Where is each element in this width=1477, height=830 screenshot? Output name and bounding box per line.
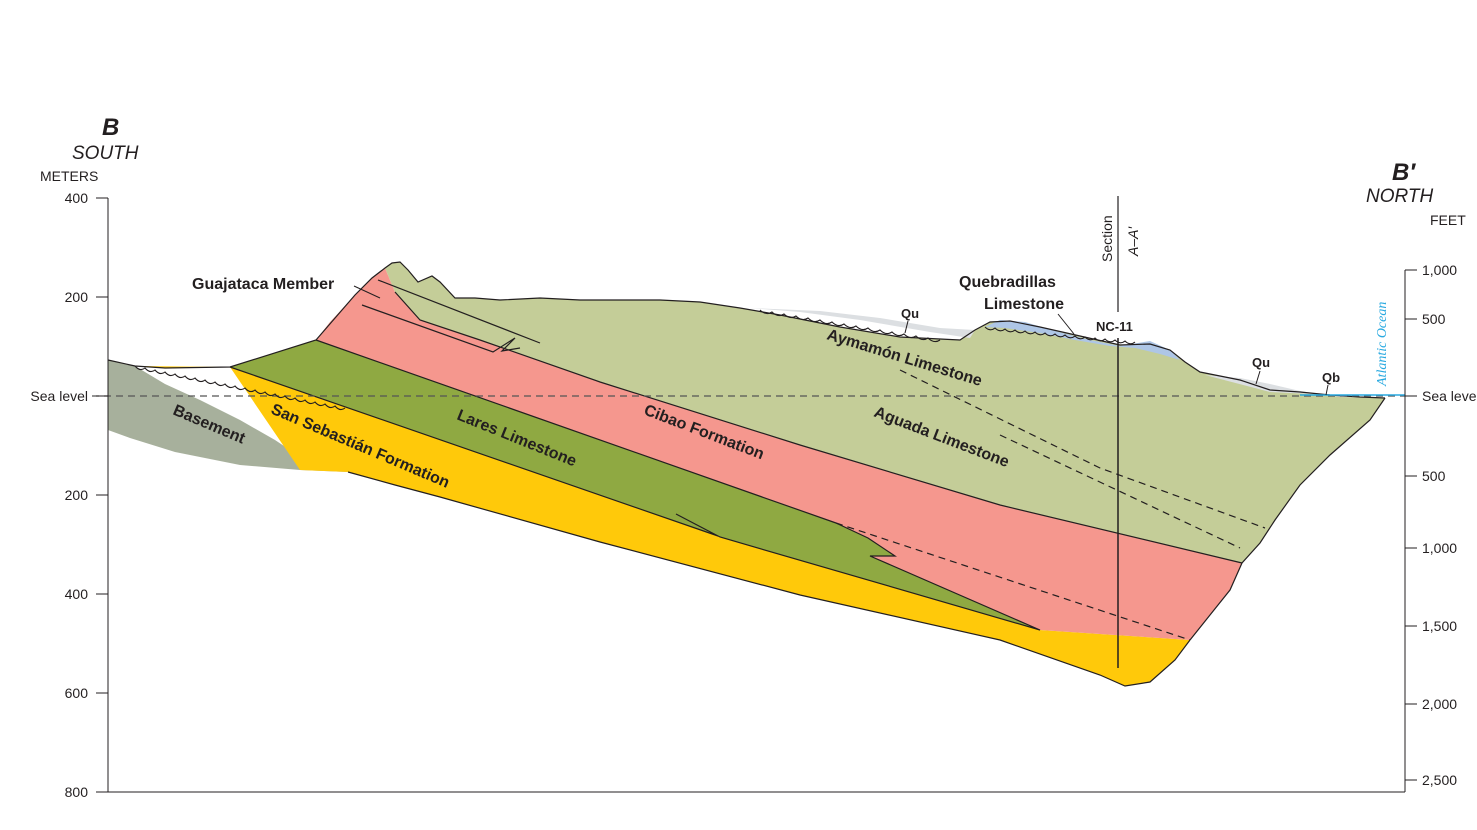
- cibao-unit: [316, 268, 1242, 640]
- well-label: NC-11: [1096, 319, 1133, 334]
- quebradillas-label-2: Limestone: [984, 296, 1064, 313]
- left-tick-6: 800: [65, 784, 89, 800]
- right-tick-4: 1,000: [1422, 540, 1457, 556]
- qb-leader: [1325, 384, 1329, 396]
- qu-deposit-2: [1205, 375, 1385, 398]
- ground-surface: [107, 261, 1386, 399]
- right-axis-unit: FEET: [1430, 212, 1466, 228]
- quebradillas-unit: [985, 320, 1180, 360]
- left-tick-3: 200: [65, 487, 89, 503]
- quebradillas-label-1: Quebradillas: [959, 274, 1056, 291]
- qu-label-1: Qu: [901, 306, 919, 321]
- section-label: Section: [1099, 215, 1115, 262]
- left-end-direction: SOUTH: [72, 143, 139, 164]
- contact-lines: [107, 261, 1386, 687]
- unconformity-quebradillas: [984, 326, 1136, 345]
- left-tick-5: 600: [65, 685, 89, 701]
- left-tick-1: 200: [65, 289, 89, 305]
- guajataca-line-2: [361, 304, 521, 353]
- eastern-boundary: [1189, 397, 1386, 641]
- guajataca-leader: [353, 285, 381, 299]
- unconformity-aymamon: [759, 309, 941, 343]
- aymamon-aguada-unit: [385, 262, 1385, 563]
- left-axis-unit: METERS: [40, 168, 98, 184]
- left-end-letter: B: [102, 114, 119, 141]
- base-san-sebastian: [347, 471, 1191, 687]
- contact-aguada-cibao: [394, 291, 1243, 564]
- right-end-letter: B′: [1392, 159, 1416, 186]
- right-axis: [1404, 269, 1417, 792]
- right-tick-2: Sea level: [1422, 388, 1477, 404]
- right-tick-7: 2,500: [1422, 772, 1457, 788]
- basement-unit: [108, 360, 348, 472]
- unconformity-basement: [134, 365, 346, 411]
- right-tick-1: 500: [1422, 311, 1446, 327]
- guajataca-label: Guajataca Member: [192, 276, 334, 293]
- contact-cibao-lares: [315, 339, 837, 524]
- atlantic-ocean-label: Atlantic Ocean: [1375, 302, 1390, 387]
- qu-deposit-1: [750, 308, 975, 338]
- left-tick-0: 400: [65, 190, 89, 206]
- right-tick-6: 2,000: [1422, 696, 1457, 712]
- inferred-contacts: [92, 369, 1405, 641]
- section-sublabel: A–A′: [1125, 226, 1141, 257]
- qu-label-2: Qu: [1252, 355, 1270, 370]
- guajataca-line-1: [377, 279, 541, 344]
- inferred-lares-extension: [835, 522, 1191, 641]
- contact-lares-sansebastian: [229, 366, 1041, 631]
- right-tick-5: 1,500: [1422, 618, 1457, 634]
- qu-leader-1: [904, 320, 909, 334]
- unconformities: [134, 309, 1136, 411]
- inferred-aymamon-aguada: [899, 369, 1266, 529]
- san-sebastian-unit: [135, 366, 1190, 686]
- right-end-direction: NORTH: [1366, 186, 1433, 207]
- inferred-cibao-aguada: [999, 434, 1241, 549]
- right-tick-0: 1,000: [1422, 262, 1457, 278]
- left-tick-2: Sea level: [30, 388, 88, 404]
- left-tick-4: 400: [65, 586, 89, 602]
- lares-unit: [230, 340, 1040, 630]
- qb-label: Qb: [1322, 370, 1340, 385]
- left-axis: [96, 197, 109, 793]
- quebradillas-leader: [1057, 313, 1075, 335]
- right-tick-3: 500: [1422, 468, 1446, 484]
- qu-leader-2: [1255, 370, 1261, 385]
